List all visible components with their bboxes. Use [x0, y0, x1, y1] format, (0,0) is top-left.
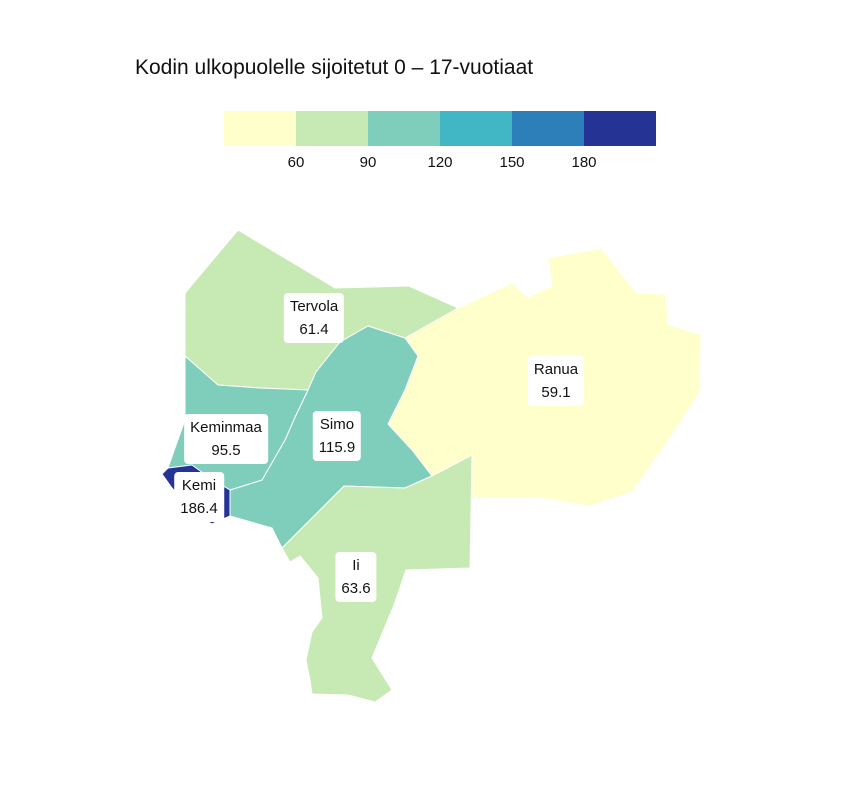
legend-tick: 60: [287, 154, 305, 171]
legend-tick: 90: [359, 154, 377, 171]
label-value: 61.4: [299, 321, 329, 338]
label-name: Simo: [319, 416, 355, 433]
label-name: Kemi: [181, 477, 217, 494]
label-value: 115.9: [318, 439, 356, 456]
label-ranua: Ranua 59.1: [527, 356, 585, 406]
color-legend: [224, 111, 656, 146]
legend-swatch-4: [512, 111, 584, 146]
label-name: Tervola: [289, 298, 339, 315]
label-value: 95.5: [211, 442, 241, 459]
label-kemi: Kemi 186.4: [174, 472, 224, 522]
label-simo: Simo 115.9: [312, 411, 362, 461]
legend-swatch-2: [368, 111, 440, 146]
label-value: 186.4: [180, 500, 218, 517]
label-tervola: Tervola 61.4: [283, 293, 345, 343]
label-name: Keminmaa: [190, 419, 262, 436]
legend-swatch-3: [440, 111, 512, 146]
region-ii[interactable]: [281, 454, 473, 703]
legend-swatch-5: [584, 111, 656, 146]
legend-tick: 120: [427, 154, 453, 171]
legend-swatch-1: [296, 111, 368, 146]
map-title: Kodin ulkopuolelle sijoitetut 0 – 17-vuo…: [135, 56, 534, 79]
legend-tick: 180: [571, 154, 597, 171]
legend-ticks: 60 90 120 150 180: [224, 154, 656, 178]
label-name: Ii: [352, 557, 360, 574]
label-name: Ranua: [533, 361, 579, 378]
legend-tick: 150: [499, 154, 525, 171]
label-value: 59.1: [541, 384, 571, 401]
legend-swatch-0: [224, 111, 296, 146]
label-value: 63.6: [341, 580, 371, 597]
label-ii: Ii 63.6: [335, 552, 377, 602]
label-keminmaa: Keminmaa 95.5: [184, 414, 268, 464]
